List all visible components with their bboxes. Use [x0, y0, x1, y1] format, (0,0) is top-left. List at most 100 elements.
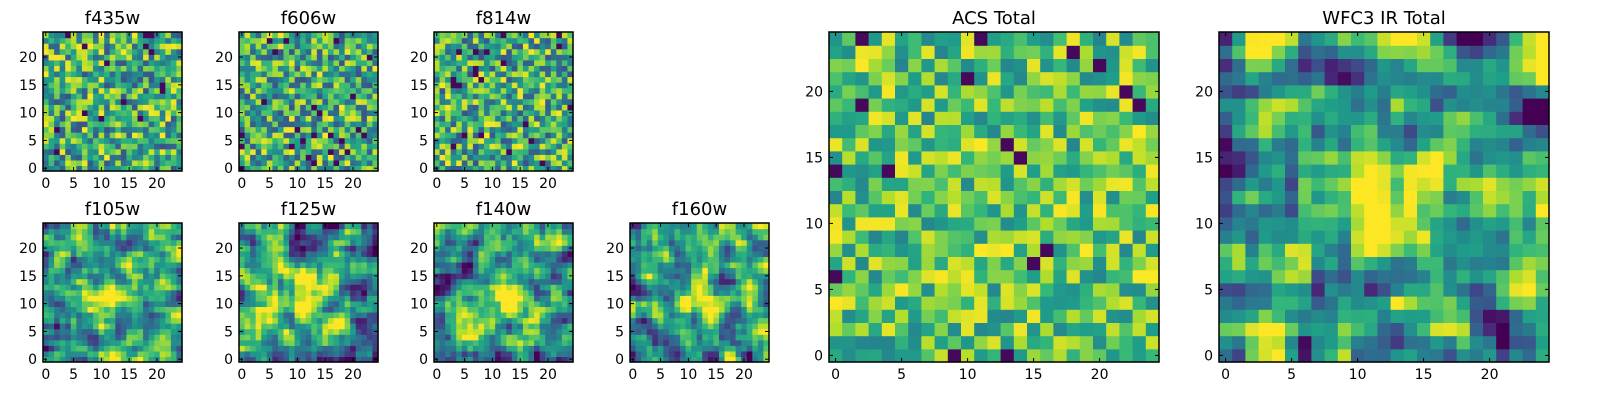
heatmap-cell [961, 243, 975, 257]
heatmap-cell [456, 278, 463, 285]
heatmap-cell [450, 311, 457, 319]
heatmap-cell [489, 339, 496, 346]
heatmap-cell [500, 228, 507, 235]
heatmap-cell [239, 48, 246, 55]
heatmap-cell [120, 278, 127, 285]
heatmap-cell [550, 350, 557, 358]
heatmap-cell [539, 267, 546, 274]
heatmap-cell [691, 267, 698, 274]
heatmap-cell [115, 148, 122, 155]
heatmap-cell [165, 234, 172, 241]
heatmap-cell [445, 93, 452, 100]
heatmap-cell [517, 54, 524, 61]
heatmap-cell [311, 148, 318, 155]
heatmap-cell [137, 300, 144, 307]
heatmap-cell [528, 228, 535, 235]
heatmap-cell [445, 295, 452, 302]
heatmap-cell [327, 300, 335, 307]
heatmap-cell [289, 306, 296, 313]
heatmap-cell [333, 245, 340, 252]
heatmap-cell [81, 32, 89, 39]
heatmap-cell [1053, 177, 1068, 191]
heatmap-cell [305, 48, 312, 55]
heatmap-cell [361, 234, 368, 241]
heatmap-cell [522, 82, 530, 89]
heatmap-cell [456, 245, 463, 252]
heatmap-cell [322, 245, 329, 252]
heatmap-cell [484, 345, 491, 352]
heatmap-cell [59, 120, 66, 128]
heatmap-cell [500, 334, 507, 341]
heatmap-cell [947, 243, 962, 257]
heatmap-cell [539, 154, 546, 161]
heatmap-cell [48, 295, 55, 302]
heatmap-cell [366, 165, 374, 172]
heatmap-cell [461, 311, 468, 319]
heatmap-cell [528, 143, 535, 150]
heatmap-cell [277, 70, 285, 78]
heatmap-cell [489, 328, 496, 335]
heatmap-cell [339, 76, 346, 83]
heatmap-cell [757, 239, 765, 246]
heatmap-cell [339, 154, 346, 161]
heatmap-cell [495, 126, 502, 133]
heatmap-cell [322, 239, 329, 246]
heatmap-cell [735, 239, 742, 246]
heatmap-cell [87, 37, 94, 44]
heatmap-cell [534, 295, 541, 302]
heatmap-cell [165, 334, 172, 341]
heatmap-cell [76, 98, 83, 105]
heatmap-cell [266, 148, 273, 155]
heatmap-cell [339, 295, 346, 302]
heatmap-cell [165, 273, 172, 280]
heatmap-cell [70, 317, 77, 324]
heatmap-cell [159, 250, 166, 257]
heatmap-cell [534, 306, 541, 313]
heatmap-cell [517, 93, 524, 100]
heatmap-cell [746, 323, 753, 330]
heatmap-cell [539, 132, 546, 139]
heatmap-cell [691, 239, 698, 246]
heatmap-cell [718, 306, 726, 313]
heatmap-cell [456, 228, 463, 235]
heatmap-cell [43, 148, 50, 155]
heatmap-cell [239, 132, 246, 139]
heatmap-cell [528, 356, 535, 363]
heatmap-cell [556, 334, 563, 341]
heatmap-cell [239, 65, 246, 72]
heatmap-cell [54, 70, 61, 78]
heatmap-cell [126, 120, 133, 128]
heatmap-cell [974, 203, 988, 218]
heatmap-cell [300, 43, 307, 50]
heatmap-cell [550, 48, 557, 55]
heatmap-cell [59, 143, 66, 150]
heatmap-cell [126, 70, 133, 78]
heatmap-cell [115, 37, 122, 44]
heatmap-cell [484, 126, 491, 133]
heatmap-cell [561, 339, 569, 346]
heatmap-cell [445, 350, 452, 358]
heatmap-cell [327, 93, 335, 100]
heatmap-cell [439, 289, 446, 296]
heatmap-cell [646, 278, 653, 285]
heatmap-cell [372, 295, 379, 302]
heatmap-cell [372, 126, 379, 133]
heatmap-cell [176, 317, 183, 324]
heatmap-cell [517, 109, 524, 116]
heatmap-cell [59, 165, 66, 172]
heatmap-cell [48, 300, 55, 307]
heatmap-cell [272, 87, 279, 94]
heatmap-cell [333, 306, 340, 313]
heatmap-cell [126, 345, 133, 352]
heatmap-cell [702, 234, 709, 241]
heatmap-cell [534, 267, 541, 274]
heatmap-cell [641, 223, 648, 230]
heatmap-cell [70, 104, 77, 111]
heatmap-cell [148, 43, 155, 50]
heatmap-cell [842, 309, 856, 323]
heatmap-cell [763, 334, 770, 341]
heatmap-cell [691, 234, 698, 241]
heatmap-cell [316, 120, 323, 128]
heatmap-cell [339, 284, 346, 291]
heatmap-cell [87, 250, 94, 257]
